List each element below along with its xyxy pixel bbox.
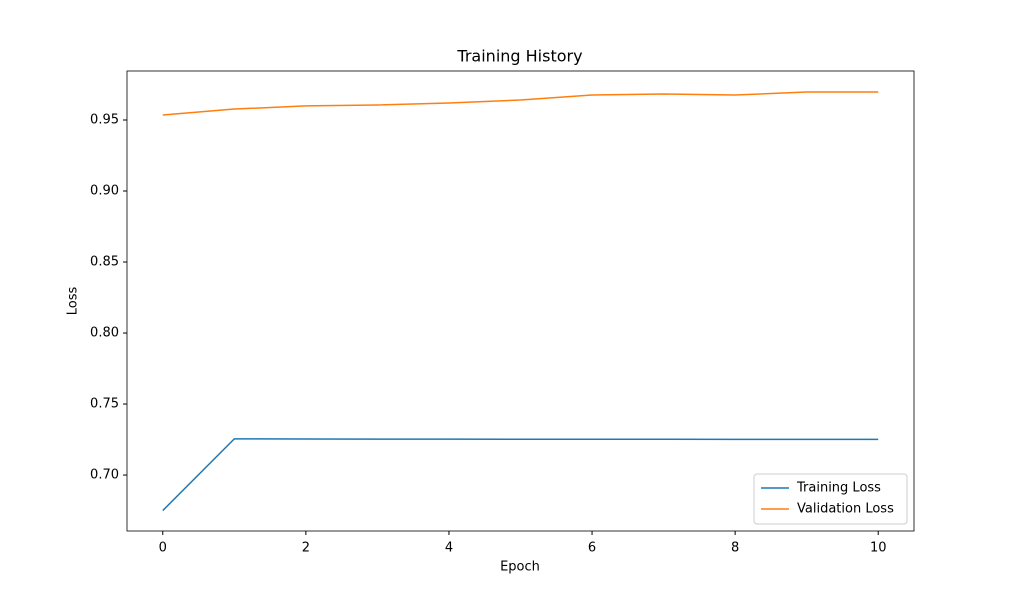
plot-frame (126, 70, 915, 532)
y-tick-label: 0.85 (90, 255, 119, 270)
y-tick-label: 0.90 (90, 184, 119, 199)
y-tick-label: 0.70 (90, 468, 119, 483)
chart-title: Training History (456, 47, 582, 66)
x-tick-label: 8 (731, 541, 739, 556)
x-tick-label: 6 (588, 541, 596, 556)
line-series (162, 438, 879, 512)
x-tick-label: 0 (159, 541, 167, 556)
line-series (162, 91, 879, 116)
legend-label: Training Loss (796, 481, 881, 496)
y-axis-label: Loss (66, 287, 81, 316)
y-tick-label: 0.75 (90, 397, 119, 412)
y-tick-label: 0.80 (90, 326, 119, 341)
x-axis-label: Epoch (500, 560, 540, 575)
x-tick-label: 4 (445, 541, 453, 556)
y-tick-label: 0.95 (90, 112, 119, 127)
x-tick-label: 2 (302, 541, 310, 556)
legend-label: Validation Loss (797, 502, 894, 517)
x-tick-label: 10 (870, 541, 887, 556)
legend-box (753, 473, 908, 525)
